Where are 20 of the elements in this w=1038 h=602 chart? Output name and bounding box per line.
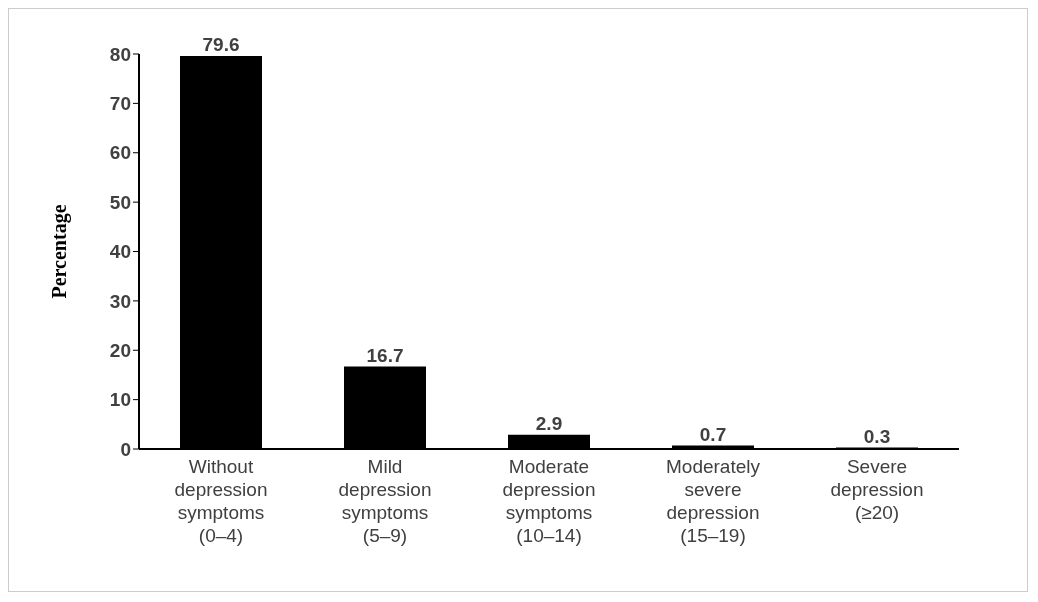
y-tick-label: 40 [109, 241, 131, 263]
data-label: 2.9 [535, 412, 563, 434]
x-tick-label: Without depression symptoms (0–4) [174, 456, 268, 546]
y-tick-label: 30 [109, 290, 131, 312]
y-tick-label: 70 [109, 93, 131, 115]
x-tick-label: Severe depression (≥20) [830, 456, 924, 523]
data-label: 0.7 [699, 423, 727, 445]
x-tick-label: Moderately severe depression (15–19) [666, 456, 761, 546]
data-label: 0.3 [863, 425, 891, 447]
x-tick-label: Mild depression symptoms (5–9) [338, 456, 432, 546]
x-tick-label: Moderate depression symptoms (10–14) [502, 456, 596, 546]
data-label: 16.7 [366, 344, 404, 366]
data-label: 79.6 [202, 33, 240, 55]
y-tick-label: 20 [109, 339, 131, 361]
y-tick-label: 0 [120, 438, 131, 460]
y-tick-label: 50 [109, 191, 131, 213]
y-tick-label: 60 [109, 142, 131, 164]
y-axis-title: Percentage [48, 204, 72, 299]
y-tick-label: 80 [109, 43, 131, 65]
y-tick-label: 10 [109, 389, 131, 411]
